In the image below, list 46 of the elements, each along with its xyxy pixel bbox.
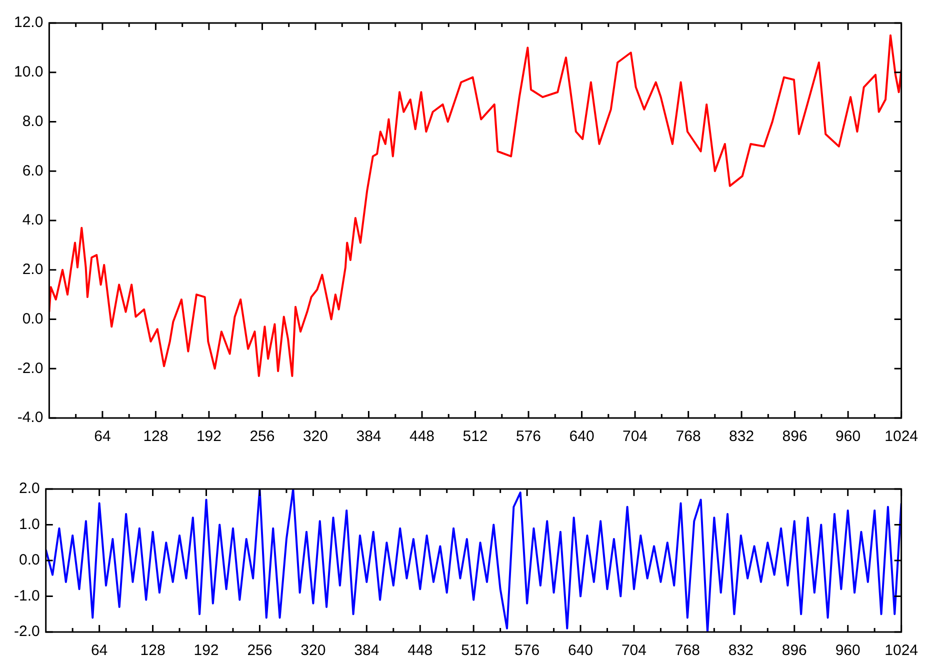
x-tick-label: 704	[622, 428, 648, 446]
x-tick-label: 320	[302, 428, 328, 446]
x-tick-label: 576	[516, 428, 542, 446]
y-tick-label: -4.0	[17, 409, 44, 426]
y-tick-label: -2.0	[14, 623, 40, 640]
x-tick-label: 576	[514, 642, 540, 660]
y-tick-label: 6.0	[22, 162, 44, 180]
y-tick-label: -2.0	[17, 360, 44, 377]
y-tick-label: 0.0	[22, 310, 44, 328]
x-tick-label: 512	[461, 642, 486, 660]
x-tick-label: 704	[621, 642, 646, 660]
x-tick-label: 320	[300, 642, 326, 660]
x-tick-label: 640	[569, 428, 594, 446]
y-tick-label: 4.0	[22, 212, 44, 229]
y-tick-label: 8.0	[22, 112, 44, 130]
x-tick-label: 128	[143, 428, 168, 446]
x-tick-label: 448	[408, 642, 433, 660]
x-tick-label: 64	[94, 428, 111, 446]
y-tick-label: 2.0	[18, 480, 40, 498]
x-tick-label: 192	[196, 428, 222, 446]
x-tick-label: 1024	[884, 642, 918, 660]
x-tick-label: 896	[782, 428, 808, 446]
y-tick-label: 10.0	[14, 64, 44, 81]
x-tick-label: 384	[354, 642, 380, 660]
x-tick-label: 64	[90, 642, 108, 660]
x-tick-label: 128	[140, 642, 166, 660]
x-tick-label: 832	[728, 642, 754, 660]
x-tick-label: 832	[729, 428, 754, 446]
y-tick-label: 0.0	[18, 552, 40, 569]
x-tick-label: 960	[836, 428, 861, 446]
x-tick-label: 448	[409, 428, 435, 446]
x-tick-label: 768	[674, 642, 700, 660]
x-tick-label: 384	[356, 428, 382, 446]
x-tick-label: 960	[835, 642, 860, 660]
x-tick-label: 256	[250, 428, 275, 446]
y-tick-label: -1.0	[14, 587, 40, 604]
y-tick-label: 1.0	[18, 516, 40, 533]
x-tick-label: 512	[462, 428, 488, 446]
x-tick-label: 1024	[884, 428, 918, 446]
x-tick-label: 768	[676, 428, 701, 446]
y-tick-label: 2.0	[22, 261, 44, 278]
y-tick-label: 12.0	[14, 14, 44, 32]
x-tick-label: 192	[194, 642, 219, 660]
x-tick-label: 896	[782, 642, 807, 660]
x-tick-label: 256	[247, 642, 272, 660]
x-tick-label: 640	[568, 642, 594, 660]
